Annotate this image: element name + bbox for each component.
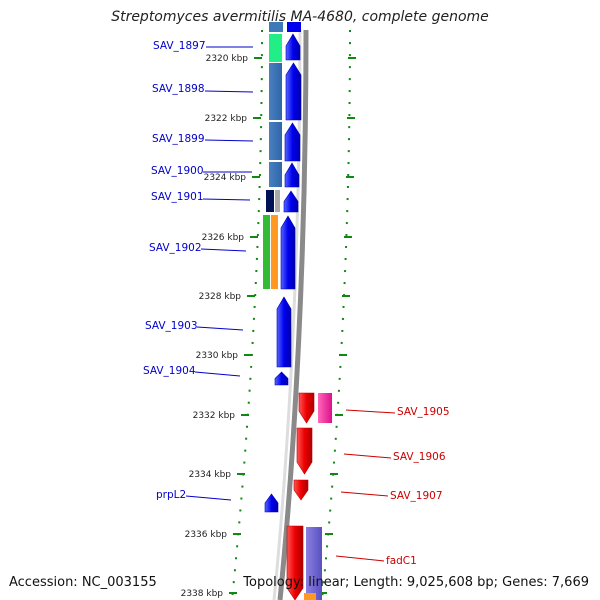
- gene-label-forward[interactable]: SAV_1901: [151, 191, 204, 203]
- feature-green: [269, 34, 282, 62]
- feature-orange-bottom: [304, 593, 316, 600]
- gene-leader-line: [185, 495, 232, 501]
- forward-gene-arrow[interactable]: [276, 296, 292, 368]
- gene-label-forward[interactable]: SAV_1899: [152, 133, 205, 145]
- tick-label: 2320 kbp: [206, 54, 249, 64]
- map-title: Streptomyces avermitilis MA-4680, comple…: [111, 9, 489, 25]
- tick-label: 2336 kbp: [185, 530, 228, 540]
- gene-label-forward[interactable]: SAV_1897: [153, 40, 206, 52]
- forward-gene-arrow[interactable]: [274, 371, 289, 386]
- feature-green-2: [263, 215, 270, 289]
- feature-steel-2: [269, 122, 282, 160]
- gene-leader-line: [196, 326, 244, 331]
- gene-leader-line: [345, 409, 396, 414]
- gene-leader-line: [200, 248, 247, 252]
- feature-lavender: [306, 527, 322, 600]
- forward-gene-arrow[interactable]: [285, 33, 301, 61]
- gene-leader-line: [202, 198, 251, 201]
- feature-steel-1: [269, 63, 282, 120]
- reverse-gene-arrow[interactable]: [298, 392, 315, 424]
- gene-label-forward[interactable]: SAV_1900: [151, 165, 204, 177]
- reverse-gene-arrow[interactable]: [286, 525, 304, 600]
- gene-leader-line: [204, 139, 254, 142]
- gene-label-forward[interactable]: prpL2: [156, 489, 186, 501]
- right-scale-guide: [321, 29, 351, 600]
- gene-label-forward[interactable]: SAV_1898: [152, 83, 205, 95]
- forward-gene-arrow[interactable]: [283, 190, 299, 213]
- axis-ticks: 2320 kbp 2322 kbp 2324 kbp 2326 kbp 2328 kbp…: [181, 54, 356, 599]
- forward-gene-arrow[interactable]: [264, 493, 279, 513]
- tick-label: 2332 kbp: [193, 411, 236, 421]
- feature-navy: [266, 190, 274, 212]
- gene-label-forward[interactable]: SAV_1903: [145, 320, 198, 332]
- feature-orange: [271, 215, 278, 289]
- forward-gene-arrow[interactable]: [284, 122, 301, 162]
- forward-genes: [264, 33, 302, 513]
- gene-leader-line: [340, 491, 389, 497]
- feature-steel-3: [269, 162, 282, 187]
- tick-label: 2324 kbp: [204, 173, 247, 183]
- reverse-gene-arrow[interactable]: [296, 427, 313, 475]
- gene-label-reverse[interactable]: SAV_1907: [390, 490, 443, 502]
- topology-text: Topology: linear; Length: 9,025,608 bp; …: [243, 575, 589, 590]
- feature-gray: [275, 190, 280, 212]
- gene-leader-line: [194, 371, 241, 377]
- reverse-genes: [286, 392, 315, 600]
- feature-track: [263, 34, 282, 289]
- backbone-strand: [272, 29, 309, 600]
- tick-label: 2322 kbp: [205, 114, 248, 124]
- reverse-gene-arrow[interactable]: [293, 479, 309, 501]
- tick-label: 2326 kbp: [202, 233, 245, 243]
- tick-label: 2338 kbp: [181, 589, 224, 599]
- gene-label-forward[interactable]: SAV_1902: [149, 242, 202, 254]
- gene-leader-line: [343, 453, 392, 459]
- gene-label-reverse[interactable]: SAV_1906: [393, 451, 446, 463]
- feature-pink: [318, 393, 332, 423]
- tick-label: 2334 kbp: [189, 470, 232, 480]
- tick-label: 2328 kbp: [199, 292, 242, 302]
- gene-leader-line: [204, 90, 254, 93]
- forward-gene-arrow[interactable]: [280, 215, 296, 290]
- gene-label-reverse[interactable]: fadC1: [386, 555, 417, 567]
- reverse-features: [304, 393, 332, 600]
- gene-leader-line: [335, 555, 385, 562]
- gene-label-forward[interactable]: SAV_1904: [143, 365, 196, 377]
- tick-label: 2330 kbp: [196, 351, 239, 361]
- accession-text: Accession: NC_003155: [9, 575, 157, 590]
- gene-labels: SAV_1897 SAV_1898 SAV_1899 SAV_1900 SAV_1901…: [143, 40, 450, 567]
- forward-gene-arrow[interactable]: [284, 162, 300, 188]
- gene-label-reverse[interactable]: SAV_1905: [397, 406, 450, 418]
- top-features: [269, 22, 301, 32]
- forward-gene-arrow[interactable]: [285, 62, 302, 121]
